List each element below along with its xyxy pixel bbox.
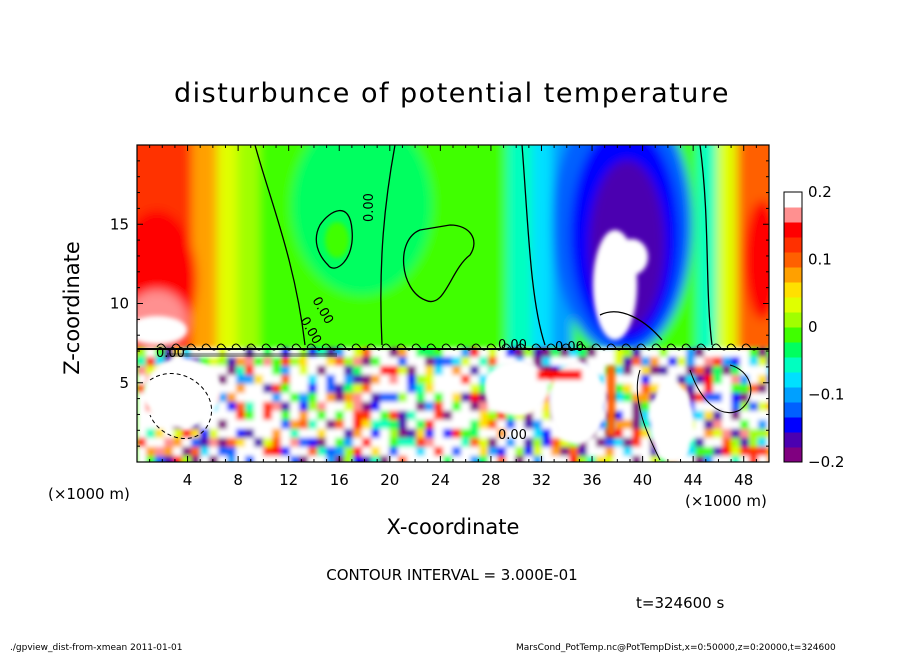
colorbar-tick-label: 0.1 [808, 251, 832, 269]
colorbar-swatch [784, 357, 802, 373]
colorbar-swatch [784, 372, 802, 388]
colorbar-swatch [784, 417, 802, 433]
contour-label: 0.00 [156, 346, 185, 361]
x-tick-label: 4 [183, 471, 193, 489]
colorbar-swatch [784, 402, 802, 418]
y-tick-labels: 5 10 15 [110, 215, 129, 392]
footer-script-name: ./gpview_dist-from-xmean 2011-01-01 [10, 643, 183, 653]
colorbar [784, 192, 802, 463]
colorbar-tick-labels: 0.2 0.1 0 −0.1 −0.2 [808, 183, 844, 471]
colorbar-tick-label: −0.2 [808, 453, 844, 471]
x-axis-label: X-coordinate [386, 515, 520, 539]
x-tick-label: 40 [633, 471, 652, 489]
colorbar-swatch [784, 192, 802, 208]
colorbar-swatch [784, 222, 802, 238]
colorbar-tick-label: 0 [808, 318, 818, 336]
colorbar-swatch [784, 327, 802, 343]
colorbar-swatch [784, 207, 802, 223]
contour-label: 0.00 [362, 193, 377, 222]
x-tick-label: 32 [532, 471, 551, 489]
contour-label: 0.00 [498, 428, 527, 443]
x-tick-marks [149, 145, 757, 462]
y-axis-label: Z-coordinate [60, 241, 84, 375]
contour-lines [137, 145, 769, 461]
colorbar-swatch [784, 267, 802, 283]
x-tick-label: 48 [734, 471, 753, 489]
colorbar-tick-label: −0.1 [808, 386, 844, 404]
colorbar-swatch [784, 297, 802, 313]
heatmap-field [137, 145, 769, 462]
colorbar-tick-label: 0.2 [808, 183, 832, 201]
y-tick-label: 5 [119, 374, 129, 392]
y-tick-label: 15 [110, 215, 129, 233]
colorbar-swatch [784, 447, 802, 463]
colorbar-frame [783, 191, 803, 463]
y-tick-marks [137, 160, 769, 447]
x-tick-label: 24 [431, 471, 450, 489]
x-tick-label: 36 [582, 471, 601, 489]
colorbar-swatch [784, 282, 802, 298]
footer-data-source: MarsCond_PotTemp.nc@PotTempDist,x=0:5000… [516, 643, 836, 653]
contour-label: 0.00 [555, 340, 584, 355]
x-tick-label: 8 [233, 471, 243, 489]
colorbar-swatch [784, 237, 802, 253]
x-tick-label: 28 [481, 471, 500, 489]
x-tick-label: 20 [380, 471, 399, 489]
contour-interval-label: CONTOUR INTERVAL = 3.000E-01 [326, 566, 578, 584]
colorbar-swatch [784, 252, 802, 268]
chart-title: disturbunce of potential temperature [174, 78, 730, 109]
colorbar-swatch [784, 312, 802, 328]
x-unit-label-right: (×1000 m) [685, 492, 767, 510]
time-label: t=324600 s [636, 594, 725, 612]
y-tick-label: 10 [110, 295, 129, 313]
colorbar-swatch [784, 342, 802, 358]
colorbar-swatch [784, 432, 802, 448]
x-unit-label-left: (×1000 m) [48, 485, 130, 503]
colorbar-swatch [784, 387, 802, 403]
contour-label: 0.00 [498, 338, 527, 353]
x-tick-label: 16 [330, 471, 349, 489]
x-tick-label: 44 [684, 471, 703, 489]
x-tick-label: 12 [279, 471, 298, 489]
x-tick-labels: 4 8 12 16 20 24 28 32 36 40 44 48 [183, 471, 753, 489]
